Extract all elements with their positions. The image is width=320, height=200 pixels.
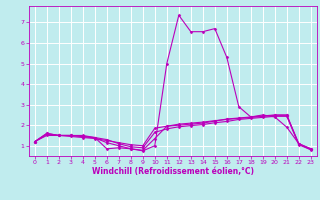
X-axis label: Windchill (Refroidissement éolien,°C): Windchill (Refroidissement éolien,°C)	[92, 167, 254, 176]
